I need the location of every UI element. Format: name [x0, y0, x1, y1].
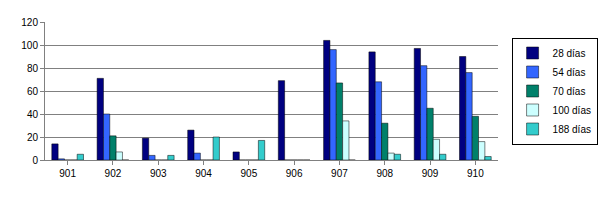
svg-text:909: 909 — [422, 168, 439, 179]
svg-text:902: 902 — [105, 168, 122, 179]
svg-text:903: 903 — [150, 168, 167, 179]
svg-text:40: 40 — [27, 109, 39, 120]
svg-text:100: 100 — [21, 40, 38, 51]
svg-text:901: 901 — [59, 168, 76, 179]
svg-text:906: 906 — [286, 168, 303, 179]
svg-text:20: 20 — [27, 132, 39, 143]
svg-text:60: 60 — [27, 86, 39, 97]
svg-text:908: 908 — [376, 168, 393, 179]
svg-text:907: 907 — [331, 168, 348, 179]
svg-text:80: 80 — [27, 63, 39, 74]
svg-text:120: 120 — [21, 17, 38, 28]
svg-text:28 días: 28 días — [553, 48, 586, 59]
svg-text:70 días: 70 días — [553, 86, 586, 97]
svg-text:188 días: 188 días — [553, 124, 591, 135]
svg-text:910: 910 — [467, 168, 484, 179]
svg-text:904: 904 — [195, 168, 212, 179]
svg-text:54 días: 54 días — [553, 67, 586, 78]
svg-text:0: 0 — [32, 155, 38, 166]
svg-text:905: 905 — [241, 168, 258, 179]
svg-text:100 días: 100 días — [553, 105, 591, 116]
